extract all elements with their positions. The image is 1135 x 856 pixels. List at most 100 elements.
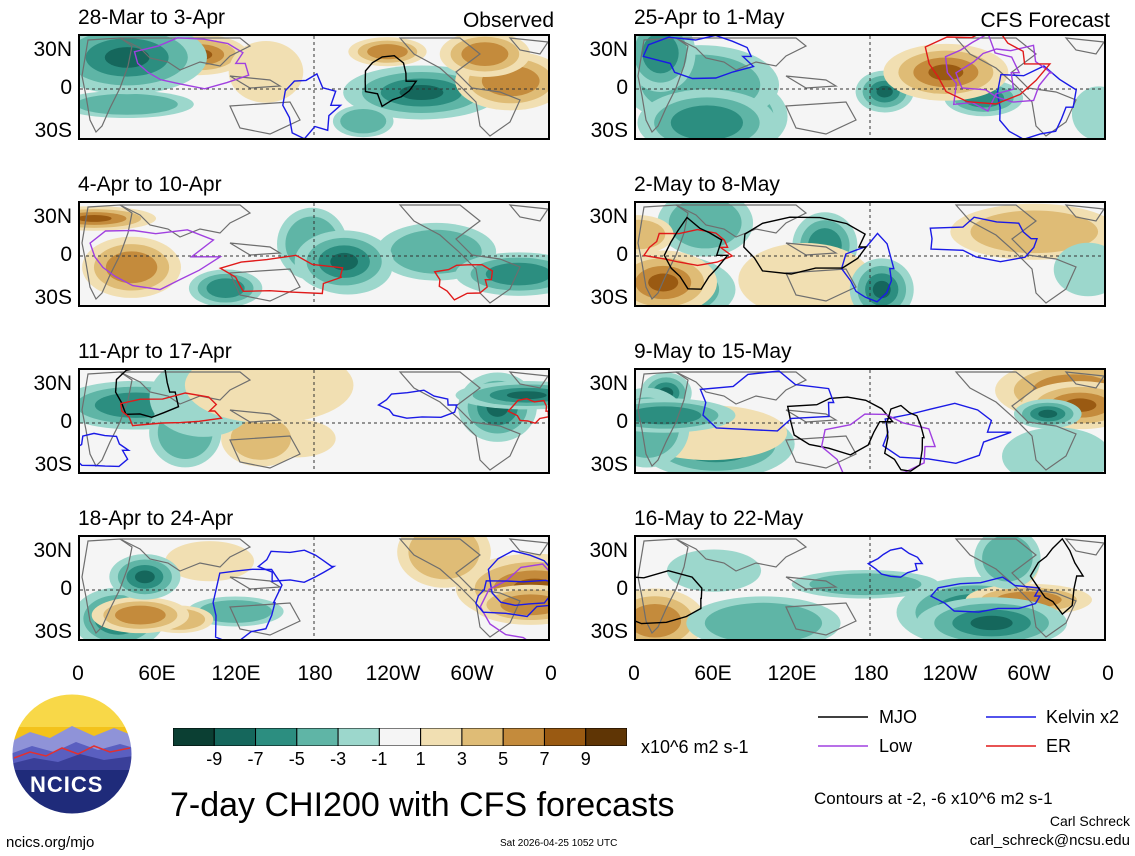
wet-anomaly	[80, 93, 178, 115]
coastline	[508, 37, 548, 55]
map-observed-2	[78, 201, 550, 307]
lat-label-30n: 30N	[589, 372, 628, 395]
wave-contour	[487, 550, 548, 607]
coastline	[398, 371, 521, 471]
coastline	[637, 371, 689, 468]
wave-contour	[929, 216, 1038, 263]
coastline	[229, 435, 301, 469]
colorbar-tick-label: 7	[539, 749, 550, 769]
chart-title: 7-day CHI200 with CFS forecasts	[170, 786, 675, 824]
wet-anomaly	[1071, 86, 1104, 138]
coastline	[81, 371, 133, 468]
coastline	[1064, 538, 1104, 556]
wave-contour	[282, 72, 343, 138]
lon-label: 60E	[694, 662, 732, 685]
wave-contour	[955, 44, 1054, 103]
timestamp: Sat 2026-04-25 1052 UTC	[500, 838, 618, 849]
lat-label-eq: 0	[616, 577, 628, 600]
coastline	[785, 101, 857, 135]
colorbar-box	[502, 728, 545, 746]
coastline	[508, 204, 548, 222]
coastline	[954, 37, 1077, 137]
panel-title-fcst-4: 16-May to 22-May	[634, 507, 804, 530]
coastline	[675, 204, 808, 238]
dry-anomaly	[228, 41, 304, 103]
panel-title-obs-3: 11-Apr to 17-Apr	[78, 340, 232, 363]
coastline	[675, 538, 808, 572]
dry-anomaly	[105, 251, 158, 284]
colorbar-tick-label: 3	[456, 749, 467, 769]
wet-anomaly	[668, 203, 742, 249]
lat-label-30s: 30S	[34, 286, 72, 309]
coastline	[637, 37, 689, 134]
wave-contour	[119, 392, 223, 427]
coastline	[1064, 37, 1104, 55]
wave-contour	[364, 54, 418, 108]
colorbar-tick-label: -9	[206, 749, 223, 769]
coastline	[1064, 204, 1104, 222]
panel-title-fcst-3: 9-May to 15-May	[634, 340, 792, 363]
forecast-label: CFS Forecast	[980, 9, 1110, 32]
coastline	[229, 101, 301, 135]
wave-contour	[1029, 537, 1085, 616]
colorbar-tick-label: 1	[415, 749, 426, 769]
coastline	[229, 409, 282, 423]
coastline	[119, 37, 252, 71]
lat-label-eq: 0	[60, 243, 72, 266]
lat-label-30s: 30S	[590, 286, 628, 309]
wet-anomaly	[636, 406, 702, 425]
wave-contour	[743, 216, 868, 275]
colorbar-box	[461, 728, 504, 746]
coastline	[508, 538, 548, 556]
colorbar	[173, 728, 627, 746]
lat-label-30s: 30S	[590, 453, 628, 476]
wet-anomaly	[390, 229, 482, 274]
colorbar-box	[173, 728, 215, 746]
colorbar-box	[378, 728, 422, 746]
lat-label-eq: 0	[60, 577, 72, 600]
coastline	[785, 602, 857, 636]
colorbar-box	[585, 728, 627, 746]
wet-anomaly	[982, 537, 1033, 582]
colorbar-box	[543, 728, 587, 746]
coastline	[1064, 371, 1104, 389]
coastline	[81, 37, 133, 134]
lon-label: 0	[1102, 662, 1114, 685]
wave-contour	[377, 389, 458, 419]
site-url: ncics.org/mjo	[6, 834, 95, 851]
wet-anomaly	[670, 105, 743, 138]
panel-title-fcst-1: 25-Apr to 1-May	[634, 6, 785, 29]
panel-title-obs-4: 18-Apr to 24-Apr	[78, 507, 234, 530]
wet-anomaly	[1038, 409, 1058, 418]
coastline	[675, 37, 808, 71]
observed-label: Observed	[462, 9, 554, 32]
lon-label: 0	[545, 662, 557, 685]
map-forecast-1	[634, 34, 1106, 140]
lat-label-30n: 30N	[33, 539, 72, 562]
wet-anomaly	[134, 570, 155, 584]
wet-anomaly	[809, 573, 922, 596]
dry-anomaly	[636, 219, 666, 250]
wave-contour	[883, 404, 925, 472]
colorbar-box	[420, 728, 463, 746]
map-forecast-4	[634, 535, 1106, 641]
colorbar-box	[337, 728, 380, 746]
wave-contour	[507, 397, 548, 424]
wave-contour	[924, 36, 1052, 105]
lon-label: 180	[297, 662, 333, 685]
coastline	[229, 242, 282, 256]
lat-label-eq: 0	[616, 243, 628, 266]
dry-anomaly	[970, 210, 1099, 254]
wave-contour	[642, 228, 734, 267]
coastline	[954, 371, 1077, 471]
map-forecast-2	[634, 201, 1106, 307]
wave-contour	[475, 579, 548, 618]
coastline	[119, 538, 252, 572]
wave-contour	[820, 413, 937, 472]
wet-anomaly	[666, 549, 762, 592]
wave-contour	[642, 36, 755, 80]
coastline	[119, 204, 252, 238]
colorbar-box	[255, 728, 298, 746]
lon-label: 120E	[767, 662, 817, 685]
coastline	[229, 576, 282, 590]
